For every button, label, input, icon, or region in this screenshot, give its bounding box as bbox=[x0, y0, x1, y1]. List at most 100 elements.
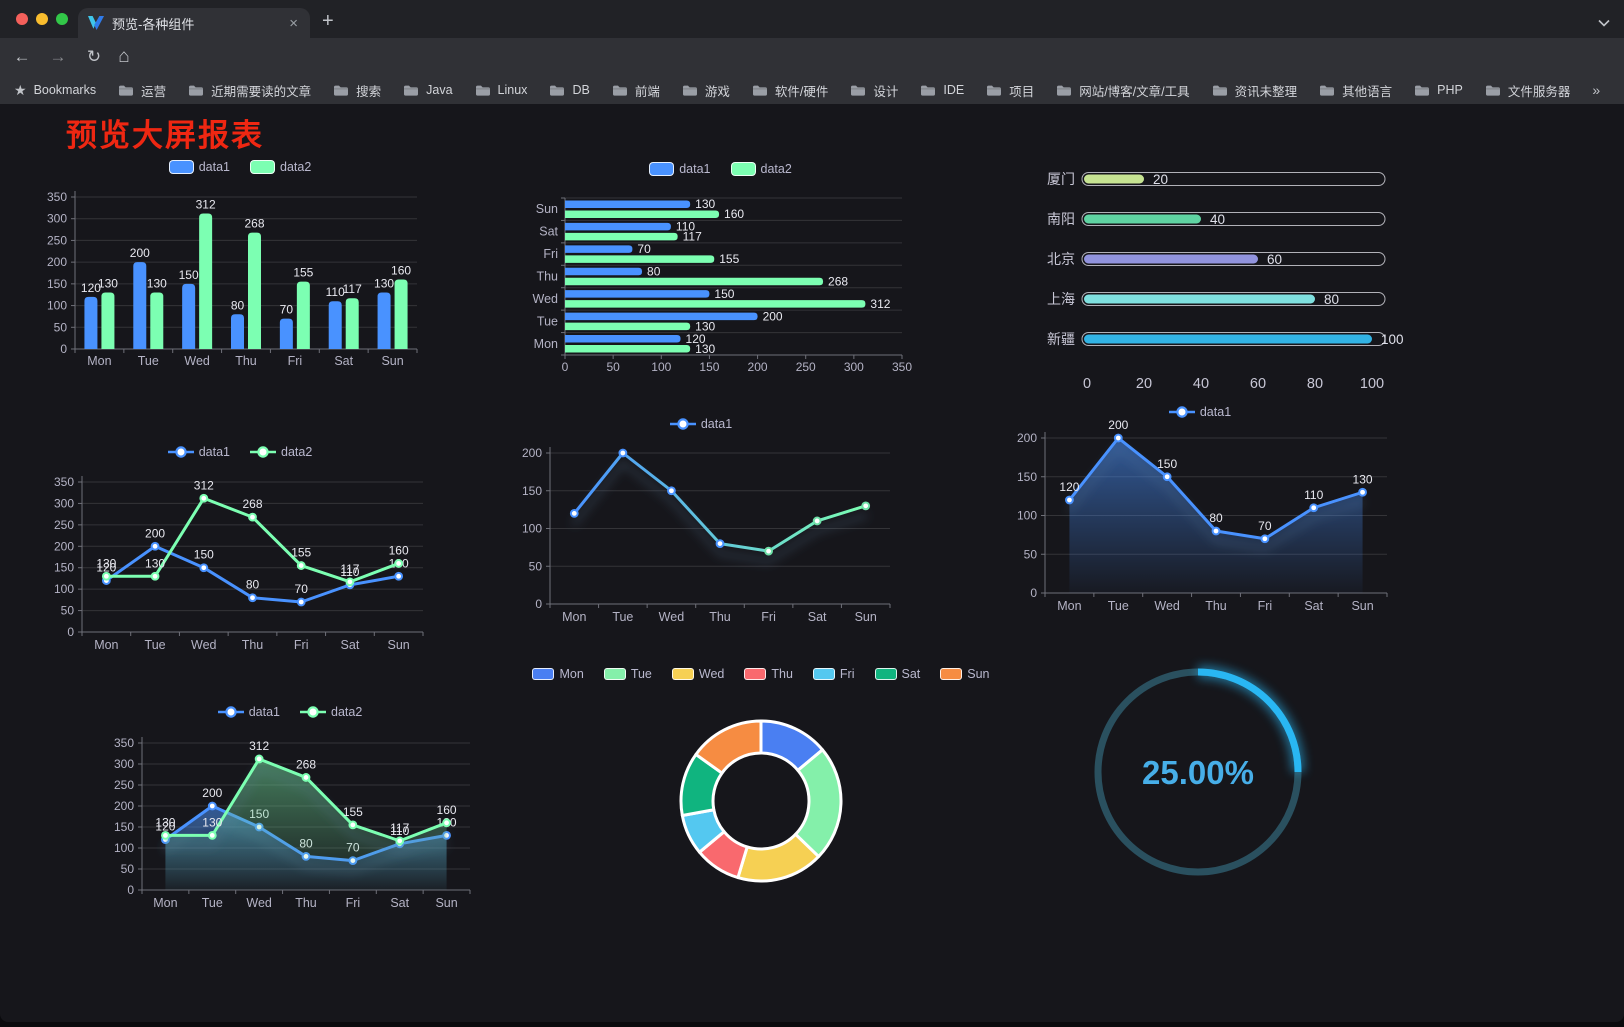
svg-text:300: 300 bbox=[844, 360, 864, 374]
svg-text:268: 268 bbox=[244, 217, 264, 231]
legend-item[interactable]: data1 bbox=[669, 417, 732, 431]
bookmark-item[interactable]: Linux bbox=[475, 83, 527, 97]
svg-text:150: 150 bbox=[114, 820, 134, 834]
new-tab-button[interactable]: + bbox=[322, 10, 334, 32]
folder-icon bbox=[404, 85, 419, 96]
svg-text:70: 70 bbox=[280, 303, 294, 317]
legend-item[interactable]: data1 bbox=[217, 705, 280, 719]
legend-item[interactable]: data2 bbox=[250, 445, 312, 459]
svg-text:300: 300 bbox=[54, 496, 74, 510]
legend-item[interactable]: Wed bbox=[671, 667, 724, 681]
svg-text:200: 200 bbox=[1108, 418, 1128, 432]
svg-text:117: 117 bbox=[343, 282, 362, 296]
svg-text:Mon: Mon bbox=[94, 638, 118, 652]
browser-tab[interactable]: 预览-各种组件 × bbox=[78, 8, 310, 38]
legend-item[interactable]: Mon bbox=[532, 667, 584, 681]
svg-text:120: 120 bbox=[155, 820, 175, 834]
bookmark-item[interactable]: 近期需要读的文章 bbox=[188, 81, 311, 100]
traffic-light-close[interactable] bbox=[16, 13, 28, 25]
bookmark-label: 软件/硬件 bbox=[774, 84, 829, 99]
svg-text:80: 80 bbox=[1307, 376, 1323, 392]
svg-text:200: 200 bbox=[47, 255, 67, 269]
svg-text:150: 150 bbox=[194, 548, 214, 562]
legend-line-marker bbox=[669, 418, 696, 430]
svg-text:110: 110 bbox=[676, 220, 695, 234]
bookmark-item[interactable]: 资讯未整理 bbox=[1212, 81, 1298, 100]
svg-text:110: 110 bbox=[340, 565, 359, 579]
bookmark-item[interactable]: 项目 bbox=[986, 81, 1034, 100]
horizontal-bar-chart: Sun Sat Fri Thu Wed Tue Mon 0 50 100 150 200 250 300 3… bbox=[528, 150, 913, 380]
bookmark-item[interactable]: 游戏 bbox=[682, 81, 730, 100]
chart-canvas: 0 50 100 150 200 250 300 350 Mon Tue Wed Thu Fri Sat S… bbox=[114, 736, 471, 910]
traffic-light-minimize[interactable] bbox=[36, 13, 48, 25]
svg-text:268: 268 bbox=[828, 275, 848, 289]
svg-text:50: 50 bbox=[529, 559, 543, 573]
svg-text:100: 100 bbox=[1381, 332, 1404, 347]
legend-item[interactable]: data1 bbox=[1168, 405, 1231, 419]
legend-item[interactable]: data2 bbox=[730, 162, 792, 176]
svg-text:Sun: Sun bbox=[388, 638, 410, 652]
reload-button[interactable]: ↻ bbox=[86, 47, 102, 66]
svg-text:100: 100 bbox=[54, 582, 74, 596]
legend-item[interactable]: Fri bbox=[812, 667, 855, 681]
bookmark-item[interactable]: Java bbox=[403, 83, 453, 97]
bookmarks-root[interactable]: ★ Bookmarks bbox=[14, 82, 96, 99]
tab-close-icon[interactable]: × bbox=[289, 14, 298, 32]
bookmark-item[interactable]: PHP bbox=[1414, 83, 1463, 97]
forward-button[interactable]: → bbox=[49, 47, 67, 66]
bookmark-item[interactable]: IDE bbox=[920, 83, 964, 97]
back-button[interactable]: ← bbox=[13, 47, 31, 66]
legend-item[interactable]: data2 bbox=[250, 160, 311, 174]
legend-item[interactable]: Thu bbox=[744, 667, 793, 681]
bookmark-item[interactable]: 前端 bbox=[612, 81, 660, 100]
legend-item[interactable]: data1 bbox=[649, 162, 711, 176]
svg-text:70: 70 bbox=[637, 242, 651, 256]
bookmark-item[interactable]: 设计 bbox=[850, 81, 898, 100]
bookmark-item[interactable]: 运营 bbox=[118, 81, 166, 100]
svg-text:0: 0 bbox=[60, 342, 67, 356]
legend-item[interactable]: Sun bbox=[940, 667, 990, 681]
bookmarks-overflow-chevron[interactable]: » bbox=[1592, 82, 1601, 98]
chart-legend: data1 data2 bbox=[528, 162, 913, 176]
legend-item[interactable]: data1 bbox=[168, 160, 230, 174]
svg-text:200: 200 bbox=[763, 309, 783, 323]
svg-text:110: 110 bbox=[326, 285, 345, 299]
bookmark-item[interactable]: 文件服务器 bbox=[1485, 81, 1570, 100]
chart-canvas: 0 50 100 150 200 Mon Tue Wed Thu Fri Sat Sun 120 200 1… bbox=[1017, 418, 1388, 613]
legend-item[interactable]: Sat bbox=[874, 667, 920, 681]
bookmark-item[interactable]: DB bbox=[549, 83, 590, 97]
chart-canvas: 厦门 20 南阳 40 北京 60 上海 80 新疆 100 0 20 40 60 80 100 bbox=[1047, 171, 1404, 392]
svg-text:Thu: Thu bbox=[242, 638, 264, 652]
legend-swatch bbox=[649, 162, 675, 176]
bookmark-label: 游戏 bbox=[704, 84, 730, 99]
svg-text:Wed: Wed bbox=[184, 354, 210, 368]
bookmark-item[interactable]: 软件/硬件 bbox=[752, 81, 828, 100]
svg-text:Mon: Mon bbox=[87, 354, 111, 368]
chart-canvas: 0 50 100 150 200 250 300 350 Mon Tue Wed Thu Fri Sat S… bbox=[47, 190, 418, 368]
grouped-bar-chart: 0 50 100 150 200 250 300 350 Mon Tue Wed Thu Fri Sat S… bbox=[45, 150, 435, 380]
bookmark-label: 资讯未整理 bbox=[1234, 84, 1298, 99]
svg-text:60: 60 bbox=[1250, 376, 1266, 392]
folder-icon bbox=[334, 85, 349, 96]
legend-item[interactable]: data2 bbox=[300, 705, 362, 719]
home-button[interactable]: ⌂ bbox=[118, 46, 130, 67]
svg-text:312: 312 bbox=[870, 297, 890, 311]
svg-text:Sat: Sat bbox=[808, 610, 827, 624]
bookmark-item[interactable]: 网站/博客/文章/工具 bbox=[1056, 81, 1190, 100]
tab-search-chevron-icon[interactable] bbox=[1598, 14, 1610, 32]
folder-icon bbox=[752, 85, 767, 96]
traffic-light-zoom[interactable] bbox=[56, 13, 68, 25]
svg-text:350: 350 bbox=[47, 190, 67, 204]
svg-text:0: 0 bbox=[1030, 586, 1037, 600]
legend-item[interactable]: data1 bbox=[167, 445, 230, 459]
svg-text:厦门: 厦门 bbox=[1047, 171, 1075, 187]
bookmark-item[interactable]: 搜索 bbox=[333, 81, 381, 100]
svg-text:130: 130 bbox=[695, 342, 715, 356]
bookmark-item[interactable]: 其他语言 bbox=[1319, 81, 1392, 100]
legend-swatch bbox=[603, 668, 626, 680]
svg-text:Wed: Wed bbox=[191, 638, 217, 652]
svg-text:Tue: Tue bbox=[537, 314, 558, 328]
legend-swatch bbox=[168, 160, 194, 174]
svg-text:250: 250 bbox=[796, 360, 816, 374]
legend-item[interactable]: Tue bbox=[603, 667, 652, 681]
